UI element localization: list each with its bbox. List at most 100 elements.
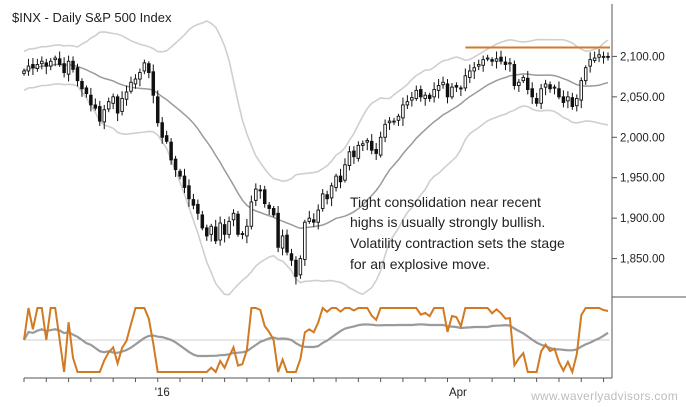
candle-body [191,199,196,206]
candle-body [548,84,552,90]
y-tick-label: 2,100.00 [620,51,665,63]
candle-body [53,57,57,61]
candle-body [120,98,124,112]
y-tick-label: 2,050.00 [620,92,665,104]
annotation-line-2: highs is usually strongly bullish. [350,214,545,230]
candle-body [169,141,173,161]
candle-body [111,96,115,104]
candle-body [481,59,485,66]
candle-body [423,94,427,99]
candle-body [378,136,383,156]
candle-body [387,120,392,124]
candle-body [245,225,249,237]
candle-body [369,140,374,151]
candle-body [347,151,352,167]
candle-body [160,122,164,138]
candle-body [151,71,156,96]
candle-body [338,175,343,183]
chart-title: $INX - Daily S&P 500 Index [12,10,172,25]
candle-body [93,104,98,109]
candle-body [307,217,312,222]
candle-body [147,63,151,74]
lower-band [23,83,609,296]
candle-body [84,87,89,95]
candle-body [35,64,40,69]
candle-body [521,76,526,82]
candle-body [579,80,584,101]
candle-body [352,150,356,158]
candle-body [499,56,503,62]
candle-body [218,222,222,241]
candle-body [485,57,490,60]
candle-body [289,253,294,261]
candle-body [303,221,307,260]
candle-body [570,97,575,107]
candlestick-series [22,49,610,285]
y-tick-label: 1,950.00 [620,173,665,185]
candle-body [419,89,423,98]
candle-body [209,225,213,235]
upper-band [23,20,609,183]
candle-body [138,72,142,80]
y-tick-label: 1,900.00 [620,213,665,225]
candle-body [66,60,71,75]
candle-body [432,89,436,98]
x-tick-label: '16 [155,387,170,399]
candle-body [472,67,477,72]
candle-body [312,219,316,223]
candle-body [222,224,227,235]
candle-body [227,220,231,235]
candle-body [597,54,601,58]
candle-body [178,170,182,177]
candle-body [410,97,414,101]
candle-body [196,203,200,214]
candle-body [133,78,138,85]
watermark: www.waverlyadvisors.com [530,389,678,403]
candle-body [22,70,26,74]
candle-body [325,194,329,200]
candle-body [494,58,499,62]
candle-body [441,81,445,86]
candle-body [405,101,410,106]
oscillator-fast-line [23,306,609,376]
candle-body [401,104,405,119]
candle-body [164,135,169,142]
candle-body [254,188,258,201]
candle-body [80,81,84,90]
moving-average [23,63,609,230]
candle-body [557,88,561,98]
candle-body [258,189,263,192]
candle-body [31,64,35,69]
candle-body [454,85,459,88]
candle-body [343,164,347,181]
candle-body [517,81,521,86]
candle-body [468,70,472,78]
candle-body [294,259,298,277]
candle-body [561,96,566,103]
candle-body [48,60,53,67]
candle-body [356,144,361,159]
candle-body [276,212,280,248]
oscillator-panel [23,306,610,376]
candle-body [200,214,205,229]
candle-body [187,185,191,200]
candle-body [503,61,508,65]
candle-body [583,67,588,82]
candle-body [392,120,396,123]
candle-body [490,59,494,62]
y-axis-ticks: 2,100.00 2,050.00 2,000.00 1,950.00 1,900.00… [612,51,665,266]
candle-body [44,62,49,67]
candle-body [173,158,178,171]
candle-body [316,209,320,223]
candle-body [476,64,481,67]
annotation-line-4: for an explosive move. [350,256,490,272]
candle-body [383,123,387,138]
candle-body [298,258,303,276]
candle-body [115,96,120,114]
candle-body [463,75,468,89]
x-axis-ticks: '16 Apr [23,378,605,399]
candle-body [249,201,254,227]
candle-body [361,143,365,146]
candle-body [57,58,62,65]
